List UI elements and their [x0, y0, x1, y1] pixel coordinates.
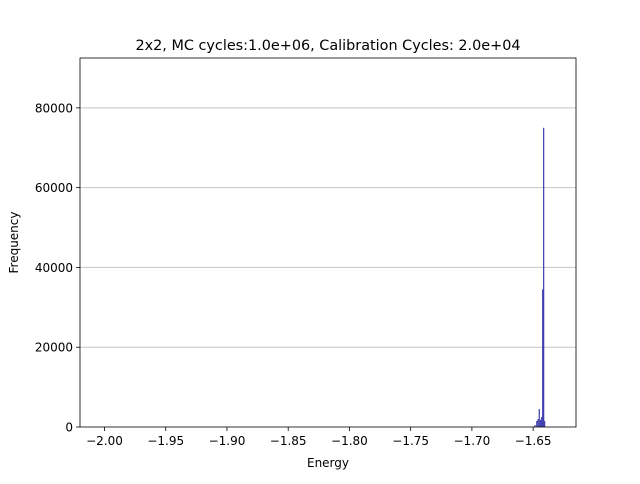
grid-lines: [80, 107, 576, 348]
x-tick-label: −1.70: [454, 434, 491, 448]
x-tick-label: −1.75: [392, 434, 429, 448]
y-axis-label: Frequency: [7, 212, 21, 274]
y-tick-label: 20000: [35, 341, 73, 355]
x-tick-label: −1.95: [147, 434, 184, 448]
histogram-bar: [538, 409, 540, 427]
y-tick-label: 80000: [35, 101, 73, 115]
y-tick-label: 40000: [35, 261, 73, 275]
histogram-bar: [544, 421, 546, 427]
histogram-bar: [539, 419, 542, 427]
histogram-bar: [542, 289, 544, 427]
histogram-bar: [537, 419, 539, 427]
x-axis-ticks: −2.00 −1.95 −1.90 −1.85 −1.80 −1.75 −1.70 −1.65: [86, 427, 552, 448]
x-tick-label: −1.85: [270, 434, 307, 448]
histogram-bars: [534, 127, 546, 427]
histogram-bar: [534, 425, 536, 427]
y-tick-label: 0: [65, 421, 73, 435]
histogram-bar: [543, 127, 545, 427]
x-tick-label: −2.00: [86, 434, 123, 448]
histogram-bar: [541, 417, 543, 427]
x-tick-label: −1.80: [331, 434, 368, 448]
histogram-bar: [536, 421, 538, 427]
x-tick-label: −1.90: [209, 434, 246, 448]
y-tick-label: 60000: [35, 181, 73, 195]
x-tick-label: −1.65: [515, 434, 552, 448]
y-axis-ticks: 0 20000 40000 60000 80000: [35, 101, 80, 435]
chart-title: 2x2, MC cycles:1.0e+06, Calibration Cycl…: [135, 38, 520, 54]
x-axis-label: Energy: [307, 456, 349, 470]
plot-frame: [79, 57, 577, 428]
